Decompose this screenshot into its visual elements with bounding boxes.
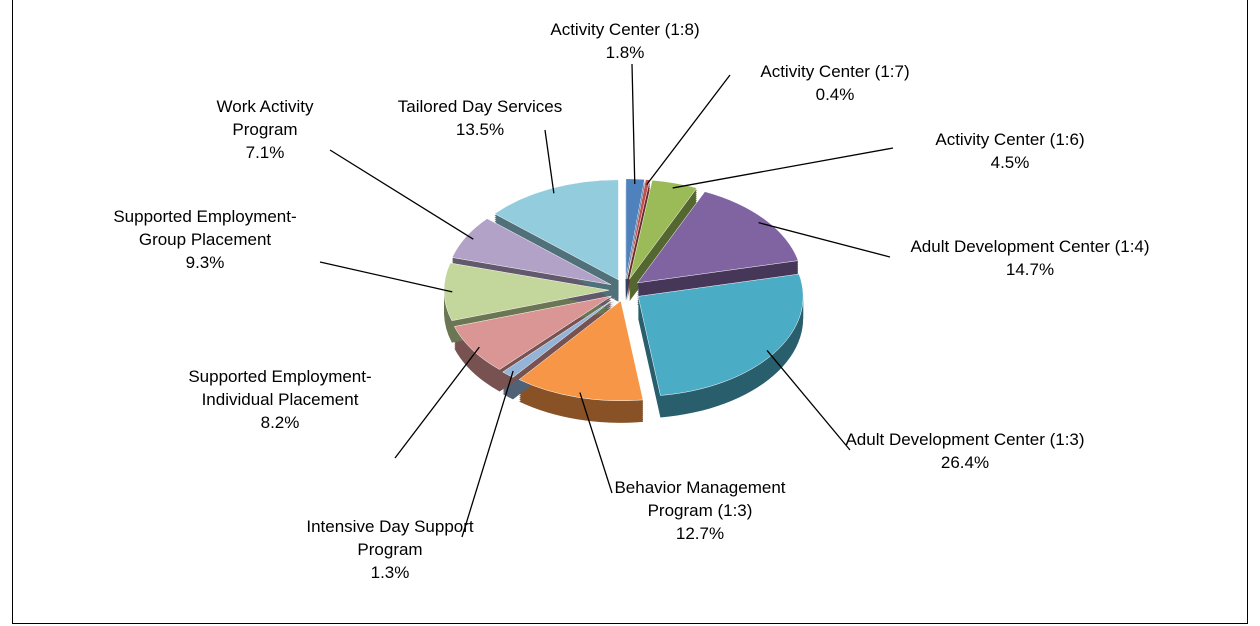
slice (451, 218, 612, 285)
slice-label: Supported Employment-Group Placement 9.3% (90, 205, 320, 274)
slice-label: Work Activity Program 7.1% (190, 95, 340, 164)
value-label: 9.3% (185, 253, 225, 272)
slice-label: Activity Center (1:8) 1.8% (515, 18, 735, 64)
category-label: Adult Development Center (1:4) (910, 237, 1150, 256)
leader-line (544, 129, 555, 194)
slice-label: Activity Center (1:7) 0.4% (725, 60, 945, 106)
slice-label: Intensive Day Support Program 1.3% (290, 515, 490, 584)
slice-label: Activity Center (1:6) 4.5% (890, 128, 1130, 174)
leader-line (766, 350, 851, 451)
value-label: 26.4% (940, 453, 990, 472)
leader-line (394, 346, 480, 459)
category-label: Tailored Day Services (397, 97, 563, 116)
slice (636, 191, 799, 284)
value-label: 12.7% (675, 524, 725, 543)
slice (518, 300, 644, 402)
slice-side (627, 187, 650, 287)
slice (453, 295, 612, 370)
category-label: Activity Center (1:8) (550, 20, 700, 39)
value-label: 8.2% (260, 413, 300, 432)
category-label: Intensive Day Support Program (306, 517, 474, 559)
slice-side (627, 181, 650, 281)
slice-label: Adult Development Center (1:4) 14.7% (880, 235, 1180, 281)
leader-line (631, 63, 636, 184)
category-label: Work Activity Program (216, 97, 314, 139)
leader-line (758, 222, 891, 258)
leader-line (319, 261, 453, 293)
slice (494, 179, 619, 281)
value-label: 13.5% (455, 120, 505, 139)
slice (502, 298, 615, 378)
leader-line (461, 370, 514, 538)
slice-side (627, 183, 650, 283)
chart-frame (12, 0, 1248, 624)
category-label: Adult Development Center (1:3) (845, 430, 1085, 449)
slice (629, 179, 698, 280)
leader-line (579, 392, 613, 494)
category-label: Activity Center (1:6) (935, 130, 1085, 149)
value-label: 1.3% (370, 563, 410, 582)
category-label: Supported Employment-Individual Placemen… (188, 367, 372, 409)
slice (443, 262, 610, 321)
leader-line (329, 149, 474, 240)
slice-label: Supported Employment-Individual Placemen… (160, 365, 400, 434)
slice-label: Adult Development Center (1:3) 26.4% (835, 428, 1095, 474)
category-label: Activity Center (1:7) (760, 62, 910, 81)
category-label: Supported Employment-Group Placement (113, 207, 297, 249)
slice-side (627, 185, 650, 285)
value-label: 0.4% (815, 85, 855, 104)
value-label: 1.8% (605, 43, 645, 62)
value-label: 14.7% (1005, 260, 1055, 279)
value-label: 4.5% (990, 153, 1030, 172)
slice-label: Tailored Day Services 13.5% (370, 95, 590, 141)
value-label: 7.1% (245, 143, 285, 162)
slice (637, 273, 804, 396)
leader-line (646, 74, 731, 186)
slice-label: Behavior Management Program (1:3) 12.7% (610, 476, 790, 545)
category-label: Behavior Management Program (1:3) (614, 478, 786, 520)
leader-line (672, 147, 894, 189)
